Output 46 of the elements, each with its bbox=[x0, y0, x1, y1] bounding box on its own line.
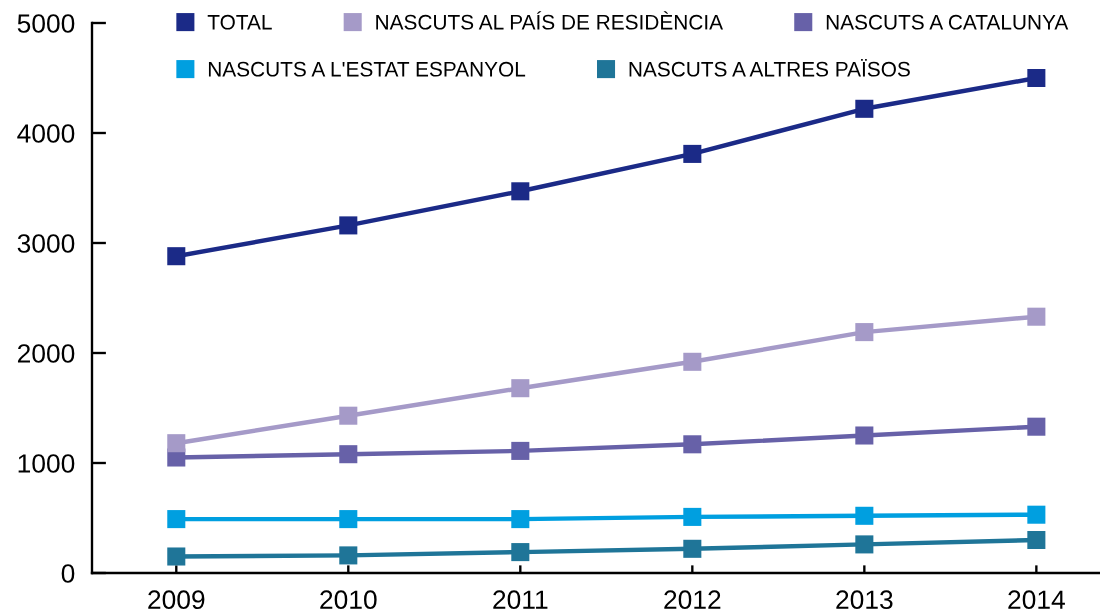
y-tick-label: 1000 bbox=[18, 454, 75, 473]
x-tick-label: 2009 bbox=[148, 590, 205, 610]
y-tick-label: 4000 bbox=[17, 124, 75, 143]
point bbox=[855, 506, 874, 525]
y-tick-label: 5000 bbox=[17, 14, 75, 33]
y-tick-label: 2000 bbox=[17, 344, 75, 363]
legend-label: NASCUTS AL PAÍS DE RESIDÈNCIA bbox=[376, 11, 723, 30]
legend-label: NASCUTS A CATALUNYA bbox=[826, 14, 1069, 30]
point bbox=[683, 435, 702, 454]
y-tick-label: 0 bbox=[61, 564, 75, 583]
legend-label: TOTAL bbox=[207, 14, 272, 30]
point bbox=[339, 406, 358, 425]
point bbox=[1027, 68, 1046, 88]
legend-label: NASCUTS A L'ESTAT ESPANYOL bbox=[208, 61, 526, 77]
point bbox=[167, 247, 186, 266]
y-tick-label: 3000 bbox=[17, 234, 75, 253]
x-tick-label: 2011 bbox=[493, 590, 548, 610]
point bbox=[855, 323, 874, 342]
point bbox=[339, 546, 358, 565]
point bbox=[855, 535, 874, 554]
legend-label: NASCUTS A ALTRES PAÏSOS bbox=[629, 58, 910, 77]
x-tick-label: 2012 bbox=[664, 590, 721, 610]
point bbox=[339, 510, 358, 529]
point bbox=[167, 434, 186, 453]
point bbox=[1027, 307, 1046, 326]
point bbox=[167, 510, 186, 529]
point bbox=[167, 547, 186, 566]
point bbox=[511, 543, 530, 562]
point bbox=[683, 539, 702, 558]
point bbox=[1027, 530, 1046, 550]
point bbox=[511, 182, 530, 201]
point bbox=[339, 445, 358, 464]
point bbox=[683, 144, 702, 163]
point bbox=[1027, 417, 1046, 436]
point bbox=[511, 379, 530, 398]
x-tick-label: 2014 bbox=[1008, 590, 1065, 610]
x-tick-label: 2010 bbox=[320, 590, 377, 610]
point bbox=[1027, 505, 1046, 524]
point bbox=[855, 426, 874, 445]
point bbox=[683, 352, 702, 371]
point bbox=[683, 507, 702, 526]
point bbox=[511, 441, 530, 460]
point bbox=[855, 99, 874, 118]
x-tick-label: 2013 bbox=[836, 590, 893, 610]
point bbox=[339, 216, 358, 235]
point bbox=[511, 510, 530, 529]
